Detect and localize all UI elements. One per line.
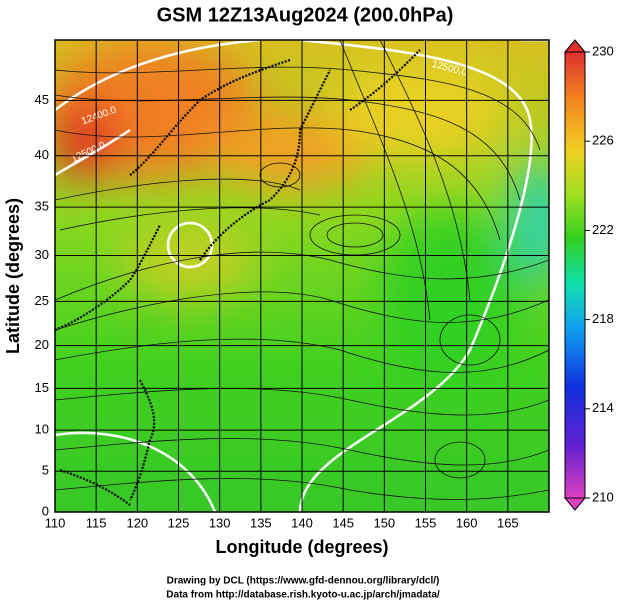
x-tick-label: 110: [45, 515, 66, 530]
x-tick-label: 165: [497, 515, 519, 530]
title: GSM 12Z13Aug2024 (200.0hPa): [157, 4, 454, 26]
y-tick-label: 10: [35, 422, 49, 437]
x-tick-label: 115: [86, 515, 107, 530]
x-tick-label: 150: [373, 515, 395, 530]
y-tick-label: 40: [35, 147, 49, 162]
x-tick-label: 130: [209, 515, 231, 530]
y-tick-label: 5: [42, 463, 49, 478]
colorbar-tick-label: 222: [592, 222, 614, 237]
y-tick-label: 35: [35, 199, 49, 214]
colorbar-extend: [563, 39, 587, 53]
y-axis-label: Latitude (degrees): [3, 198, 23, 354]
x-tick-label: 155: [415, 515, 437, 530]
colorbar-tick-label: 210: [592, 489, 614, 504]
y-tick-label: 45: [35, 92, 49, 107]
x-tick-label: 135: [250, 515, 272, 530]
x-axis-label: Longitude (degrees): [215, 537, 388, 557]
colorbar-tick-label: 230: [592, 43, 614, 58]
colorbar-tick-label: 214: [592, 400, 614, 415]
credit: Data from http://database.rish.kyoto-u.a…: [166, 590, 440, 601]
colorbar-tick-label: 226: [592, 133, 614, 148]
colorbar-tick-label: 218: [592, 311, 614, 326]
y-tick-label: 15: [35, 380, 49, 395]
x-tick-label: 145: [332, 515, 354, 530]
y-tick-label: 25: [35, 293, 49, 308]
colorbar-extend: [563, 497, 587, 511]
credit: Drawing by DCL (https://www.gfd-dennou.o…: [167, 576, 440, 587]
x-tick-label: 120: [126, 515, 148, 530]
y-tick-label: 20: [35, 337, 49, 352]
y-tick-label: 0: [42, 503, 49, 518]
x-tick-label: 125: [168, 515, 190, 530]
x-tick-label: 160: [456, 515, 478, 530]
x-tick-label: 140: [291, 515, 313, 530]
colorbar: [564, 51, 586, 499]
y-tick-label: 30: [35, 247, 49, 262]
streamlines: [55, 40, 549, 500]
